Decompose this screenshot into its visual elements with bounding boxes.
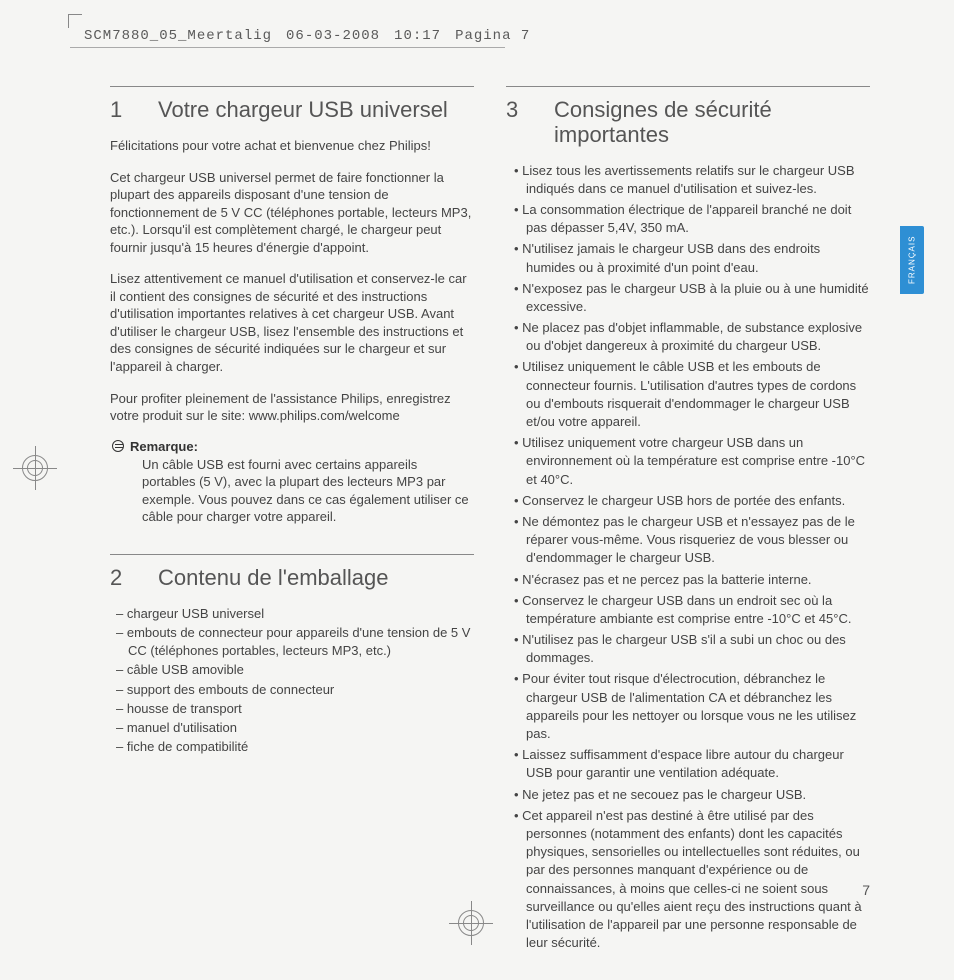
remark-title-text: Remarque: [130, 439, 198, 454]
remark-body: Un câble USB est fourni avec certains ap… [130, 456, 474, 526]
section-num: 3 [506, 97, 520, 123]
registration-mark-bottom [458, 910, 484, 936]
note-icon [112, 440, 124, 452]
section-rule [506, 86, 870, 87]
list-item: câble USB amovible [110, 661, 474, 679]
list-item: Conservez le chargeur USB dans un endroi… [506, 592, 870, 628]
remark-title: Remarque: [130, 439, 474, 454]
list-item: support des embouts de connecteur [110, 681, 474, 699]
list-item: La consommation électrique de l'appareil… [506, 201, 870, 237]
meta-time: 10:17 [394, 28, 441, 44]
package-contents-list: chargeur USB universelembouts de connect… [110, 605, 474, 757]
safety-instructions-list: Lisez tous les avertissements relatifs s… [506, 162, 870, 953]
list-item: Utilisez uniquement votre chargeur USB d… [506, 434, 870, 489]
section-rule [110, 554, 474, 555]
list-item: Ne jetez pas et ne secouez pas le charge… [506, 786, 870, 804]
list-item: Ne placez pas d'objet inflammable, de su… [506, 319, 870, 355]
remark-block: Remarque: Un câble USB est fourni avec c… [110, 439, 474, 526]
list-item: chargeur USB universel [110, 605, 474, 623]
list-item: Conservez le chargeur USB hors de portée… [506, 492, 870, 510]
list-item: N'utilisez pas le chargeur USB s'il a su… [506, 631, 870, 667]
section-num: 2 [110, 565, 124, 591]
left-column: 1 Votre chargeur USB universel Félicitat… [110, 86, 474, 980]
section-2-heading: 2 Contenu de l'emballage [110, 565, 474, 591]
page-content: 1 Votre chargeur USB universel Félicitat… [110, 86, 870, 980]
document-header-meta: SCM7880_05_Meertalig 06-03-2008 10:17 Pa… [84, 28, 530, 44]
list-item: Utilisez uniquement le câble USB et les … [506, 358, 870, 431]
list-item: N'écrasez pas et ne percez pas la batter… [506, 571, 870, 589]
registration-mark-left [22, 455, 48, 481]
section-title: Votre chargeur USB universel [158, 97, 448, 122]
right-column: 3 Consignes de sécurité importantes Lise… [506, 86, 870, 980]
paragraph: Cet chargeur USB universel permet de fai… [110, 169, 474, 257]
section-1-heading: 1 Votre chargeur USB universel [110, 97, 474, 123]
page-number: 7 [862, 882, 870, 898]
list-item: Laissez suffisamment d'espace libre auto… [506, 746, 870, 782]
section-3: 3 Consignes de sécurité importantes Lise… [506, 86, 870, 952]
meta-filename: SCM7880_05_Meertalig [84, 28, 272, 44]
crop-mark-tl [68, 14, 82, 28]
list-item: Pour éviter tout risque d'électrocution,… [506, 670, 870, 743]
list-item: fiche de compatibilité [110, 738, 474, 756]
list-item: Ne démontez pas le chargeur USB et n'ess… [506, 513, 870, 568]
list-item: manuel d'utilisation [110, 719, 474, 737]
section-title: Contenu de l'emballage [158, 565, 388, 590]
list-item: embouts de connecteur pour appareils d'u… [110, 624, 474, 660]
meta-date: 06-03-2008 [286, 28, 380, 44]
list-item: Cet appareil n'est pas destiné à être ut… [506, 807, 870, 953]
header-rule [70, 47, 505, 48]
language-tab: FRANÇAIS [900, 226, 924, 294]
list-item: housse de transport [110, 700, 474, 718]
section-3-heading: 3 Consignes de sécurité importantes [506, 97, 870, 148]
section-1: 1 Votre chargeur USB universel Félicitat… [110, 86, 474, 526]
section-num: 1 [110, 97, 124, 123]
paragraph: Pour profiter pleinement de l'assistance… [110, 390, 474, 425]
paragraph: Félicitations pour votre achat et bienve… [110, 137, 474, 155]
section-2: 2 Contenu de l'emballage chargeur USB un… [110, 554, 474, 757]
list-item: N'exposez pas le chargeur USB à la pluie… [506, 280, 870, 316]
paragraph: Lisez attentivement ce manuel d'utilisat… [110, 270, 474, 375]
meta-pagina-label: Pagina 7 [455, 28, 530, 44]
list-item: Lisez tous les avertissements relatifs s… [506, 162, 870, 198]
list-item: N'utilisez jamais le chargeur USB dans d… [506, 240, 870, 276]
section-rule [110, 86, 474, 87]
section-title: Consignes de sécurité importantes [554, 97, 870, 148]
